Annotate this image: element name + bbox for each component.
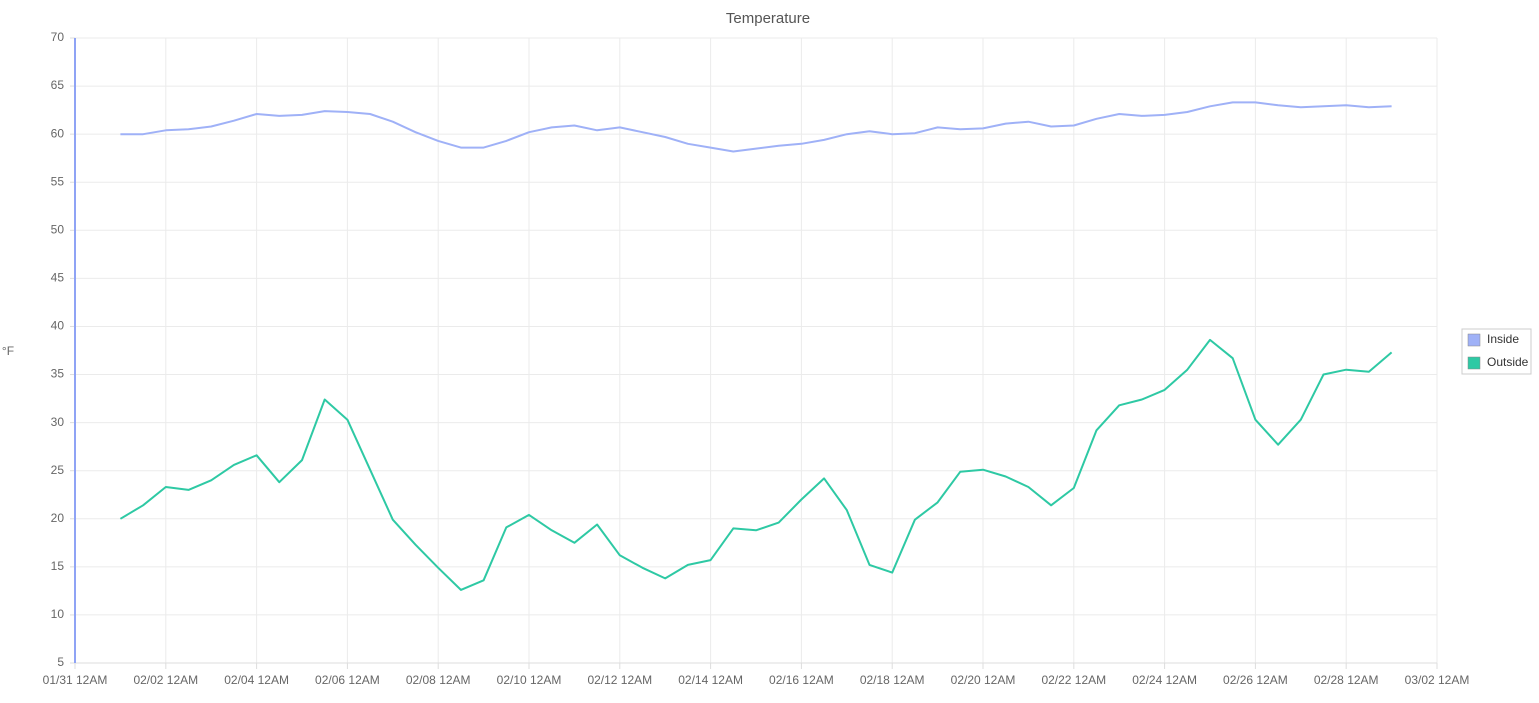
legend-swatch bbox=[1467, 333, 1481, 347]
y-tick-label: 60 bbox=[51, 126, 65, 140]
x-tick-label: 02/18 12AM bbox=[860, 673, 925, 687]
y-tick-label: 15 bbox=[51, 559, 65, 573]
series-line bbox=[120, 101, 1392, 153]
x-tick-label: 01/31 12AM bbox=[43, 673, 108, 687]
y-tick-label: 30 bbox=[51, 415, 65, 429]
x-tick-label: 02/28 12AM bbox=[1314, 673, 1379, 687]
y-tick-label: 40 bbox=[51, 319, 65, 333]
x-tick-label: 02/16 12AM bbox=[769, 673, 834, 687]
x-tick-label: 02/12 12AM bbox=[587, 673, 652, 687]
x-tick-label: 02/20 12AM bbox=[951, 673, 1016, 687]
y-tick-label: 55 bbox=[51, 174, 65, 188]
x-tick-label: 02/22 12AM bbox=[1041, 673, 1106, 687]
y-tick-label: 50 bbox=[51, 222, 65, 236]
x-tick-label: 02/04 12AM bbox=[224, 673, 289, 687]
y-tick-label: 35 bbox=[51, 367, 65, 381]
x-tick-label: 02/26 12AM bbox=[1223, 673, 1288, 687]
chart-title: Temperature bbox=[726, 10, 810, 27]
y-tick-label: 10 bbox=[51, 607, 65, 621]
x-tick-label: 02/02 12AM bbox=[133, 673, 198, 687]
series-line bbox=[119, 338, 1393, 591]
legend-swatch bbox=[1467, 356, 1481, 370]
x-tick-label: 02/24 12AM bbox=[1132, 673, 1197, 687]
x-tick-label: 02/08 12AM bbox=[406, 673, 471, 687]
x-tick-label: 02/10 12AM bbox=[497, 673, 562, 687]
y-tick-label: 20 bbox=[51, 511, 65, 525]
y-tick-label: 25 bbox=[51, 463, 65, 477]
x-tick-label: 02/06 12AM bbox=[315, 673, 380, 687]
y-axis-label: °F bbox=[2, 344, 14, 358]
legend-label: Inside bbox=[1487, 332, 1519, 346]
x-tick-label: 02/14 12AM bbox=[678, 673, 743, 687]
legend: Inside Outside bbox=[1461, 328, 1532, 375]
x-tick-label: 03/02 12AM bbox=[1405, 673, 1470, 687]
y-tick-label: 65 bbox=[51, 78, 65, 92]
y-tick-label: 70 bbox=[51, 30, 65, 44]
y-tick-label: 45 bbox=[51, 271, 65, 285]
legend-label: Outside bbox=[1487, 355, 1529, 369]
y-tick-label: 5 bbox=[57, 655, 64, 669]
